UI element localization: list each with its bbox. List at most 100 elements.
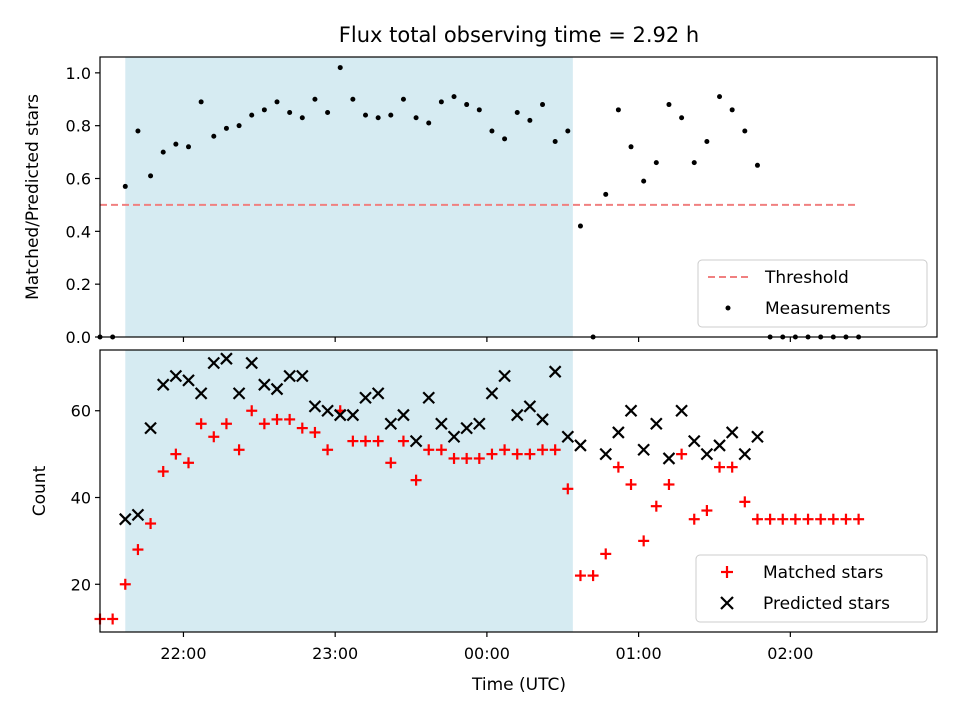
predicted-star-point — [612, 426, 625, 439]
predicted-star-point — [447, 430, 461, 444]
y-tick-label: 20 — [71, 575, 91, 594]
measurement-point — [742, 128, 748, 134]
star-count-points — [94, 352, 865, 625]
measurement-point — [299, 115, 305, 121]
matched-star-point — [663, 478, 675, 490]
predicted-star-point — [131, 508, 145, 522]
predicted-star-point — [258, 378, 271, 391]
matched-star-point — [461, 452, 473, 464]
matched-star-point — [827, 513, 839, 525]
matched-star-point — [347, 435, 359, 447]
y-tick-label: 0.8 — [66, 117, 91, 136]
measurement-point — [666, 102, 672, 108]
matched-star-point — [625, 478, 637, 490]
matched-star-point — [195, 418, 207, 430]
top-axes-frame — [99, 56, 938, 338]
predicted-star-point — [725, 426, 739, 439]
matched-star-point — [322, 444, 334, 456]
matched-star-point — [638, 535, 650, 547]
x-tick-label: 22:00 — [160, 644, 206, 663]
matched-star-point — [840, 513, 852, 525]
measurement-point — [287, 109, 293, 115]
measurement-point — [691, 160, 697, 166]
matched-star-point — [296, 422, 308, 434]
matched-star-point — [751, 513, 763, 525]
predicted-star-point — [182, 374, 195, 387]
observing-interval-shade — [125, 57, 573, 337]
predicted-star-point — [536, 413, 549, 426]
matched-star-point — [789, 513, 801, 525]
predicted-star-point — [637, 443, 650, 457]
legend-bottom: Matched stars Predicted stars — [695, 554, 928, 623]
measurement-point — [274, 99, 280, 105]
y-axis-label-top: Matched/Predicted stars — [23, 94, 43, 300]
predicted-star-point — [169, 369, 183, 383]
matched-star-point — [397, 435, 409, 447]
x-tick-label: 01:00 — [616, 644, 662, 663]
matched-star-point — [360, 435, 372, 447]
measurement-point — [653, 160, 659, 166]
predicted-star-point — [232, 387, 246, 400]
legend-predicted-label: Predicted stars — [763, 594, 890, 614]
predicted-star-point — [245, 356, 258, 370]
predicted-star-point — [662, 452, 676, 465]
matched-star-point — [208, 431, 220, 443]
predicted-star-point — [333, 408, 347, 422]
matched-star-point — [309, 426, 321, 438]
matched-star-point — [650, 500, 662, 512]
measurement-point — [325, 109, 331, 115]
measurement-point — [261, 107, 267, 113]
matched-star-point — [132, 544, 144, 556]
predicted-star-point — [371, 387, 385, 400]
predicted-star-point — [624, 404, 638, 418]
matched-star-point — [486, 448, 498, 460]
matched-star-point — [170, 448, 182, 460]
measurement-point — [198, 99, 204, 105]
matched-star-point — [119, 578, 131, 590]
measurement-points — [97, 65, 862, 340]
measurement-point — [160, 149, 166, 155]
matched-star-point — [233, 444, 245, 456]
y-ticks-bottom: 20 40 60 — [71, 402, 100, 594]
measurement-point — [337, 65, 343, 71]
measurement-point — [400, 96, 406, 102]
matched-star-point — [385, 457, 397, 469]
measurement-point — [540, 102, 546, 108]
predicted-star-point — [207, 356, 221, 370]
predicted-star-point — [561, 430, 575, 444]
matched-star-point — [777, 513, 789, 525]
predicted-star-point — [473, 417, 486, 431]
y-tick-label: 0.4 — [66, 222, 91, 241]
measurement-point — [413, 115, 419, 121]
measurement-point — [502, 136, 508, 142]
predicted-star-point — [397, 408, 410, 422]
matched-star-point — [435, 444, 447, 456]
matched-star-point — [524, 448, 536, 460]
x-tick-label: 23:00 — [312, 644, 358, 663]
matched-star-point — [802, 513, 814, 525]
predicted-star-point — [194, 387, 208, 400]
y-tick-label: 1.0 — [66, 64, 91, 83]
predicted-star-point — [713, 439, 726, 452]
legend-matched-label: Matched stars — [763, 563, 883, 583]
y-tick-label: 60 — [71, 402, 91, 421]
measurement-point — [527, 117, 533, 123]
predicted-star-point — [409, 434, 423, 448]
matched-star-point — [145, 518, 157, 530]
predicted-star-point — [700, 447, 714, 461]
measurement-point — [426, 120, 432, 126]
measurement-point — [173, 141, 179, 147]
measurement-point — [476, 107, 482, 113]
measurement-point — [489, 128, 495, 134]
matched-star-point — [726, 461, 738, 473]
top-panel: 0.0 0.2 0.4 0.6 0.8 1.0 Matched/Predicted sta… — [23, 56, 938, 347]
measurement-point — [628, 144, 634, 150]
matched-star-point — [372, 435, 384, 447]
matched-star-point — [107, 613, 119, 625]
legend-top: Threshold Measurements — [697, 259, 928, 328]
matched-star-point — [183, 457, 195, 469]
measurement-point — [249, 112, 255, 118]
x-ticks-bottom: 22:00 23:00 00:00 01:00 02:00 — [160, 632, 813, 663]
predicted-star-point — [346, 408, 360, 422]
